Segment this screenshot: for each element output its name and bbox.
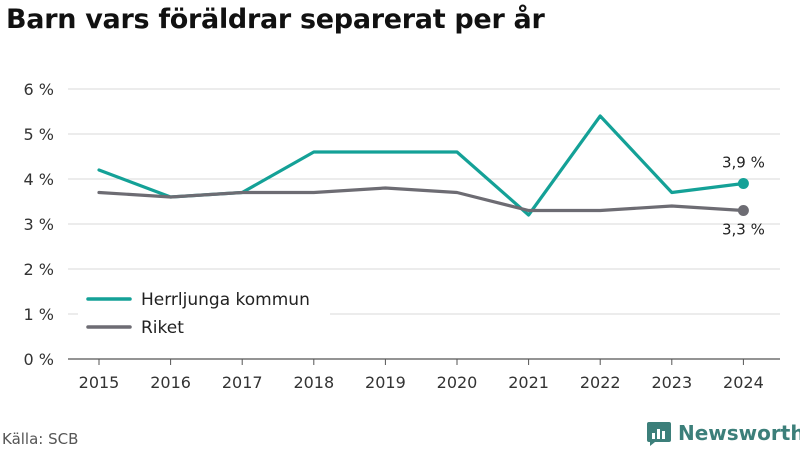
series-end-point	[737, 205, 749, 216]
y-tick-label: 3 %	[24, 215, 54, 234]
x-tick-label: 2018	[293, 373, 334, 392]
end-labels: 3,9 % 3,3 %	[722, 154, 765, 239]
series-end-point	[737, 178, 749, 189]
series-line-herrljunga	[97, 114, 746, 217]
x-tick-label: 2019	[365, 373, 406, 392]
y-tick-label: 0 %	[24, 350, 54, 369]
y-tick-label: 5 %	[24, 125, 54, 144]
y-tick-label: 2 %	[24, 260, 54, 279]
x-tick-label: 2023	[651, 373, 692, 392]
y-tick-label: 4 %	[24, 170, 54, 189]
x-tick-label: 2017	[222, 373, 263, 392]
legend: Herrljunga kommun Riket	[78, 285, 330, 343]
x-tick-label: 2021	[508, 373, 549, 392]
x-tick-label: 2022	[580, 373, 621, 392]
x-tick-label: 2016	[150, 373, 191, 392]
end-value-label: 3,3 %	[722, 221, 765, 239]
y-tick-label: 6 %	[24, 80, 54, 99]
y-tick-label: 1 %	[24, 305, 54, 324]
source-note: Källa: SCB	[2, 430, 79, 448]
legend-label: Herrljunga kommun	[141, 290, 310, 310]
series-lines	[97, 114, 749, 217]
brand-logo: Newsworthy	[646, 420, 800, 446]
newsworthy-logo-icon	[647, 422, 671, 446]
y-axis-ticks: 0 % 1 % 2 % 3 % 4 % 5 % 6 %	[24, 80, 54, 369]
x-axis: 2015 2016 2017 2018 2019 2020 2021 2022 2023 2024	[79, 359, 764, 392]
series-line-riket	[97, 186, 746, 213]
x-tick-label: 2020	[437, 373, 478, 392]
legend-background	[78, 285, 330, 343]
brand-name: Newsworthy	[678, 421, 800, 445]
legend-label: Riket	[141, 318, 184, 338]
chart-title: Barn vars föräldrar separerat per år	[6, 4, 545, 35]
end-value-label: 3,9 %	[722, 154, 765, 172]
x-tick-label: 2024	[723, 373, 764, 392]
x-tick-label: 2015	[79, 373, 120, 392]
